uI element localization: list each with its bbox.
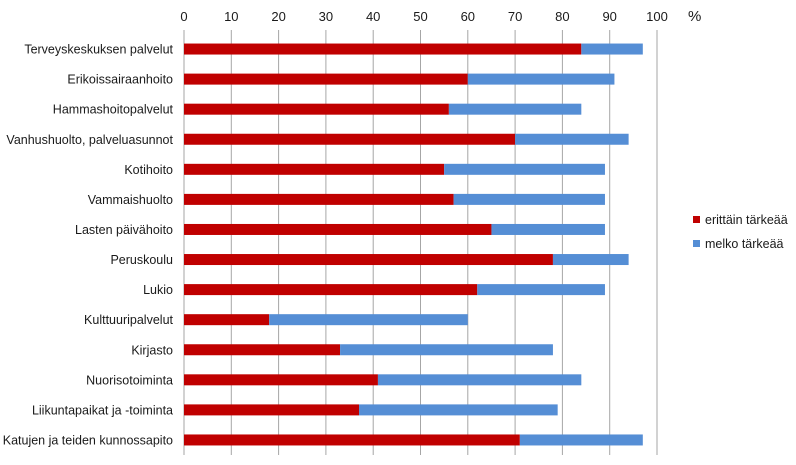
bar-erittain-tarkeaa [184, 133, 516, 145]
bar-melko-tarkeaa [340, 344, 553, 356]
category-label: Kirjasto [131, 343, 173, 357]
x-tick-label: 80 [555, 9, 569, 24]
bar-melko-tarkeaa [448, 103, 582, 115]
x-tick-label: 70 [508, 9, 522, 24]
x-tick-label: 30 [319, 9, 333, 24]
bar-melko-tarkeaa [467, 73, 615, 85]
legend-swatch [693, 216, 700, 223]
x-tick-label: 50 [413, 9, 427, 24]
category-label: Katujen ja teiden kunnossapito [3, 433, 173, 447]
category-label: Peruskoulu [110, 253, 173, 267]
bar-melko-tarkeaa [453, 193, 605, 205]
legend-swatch [693, 240, 700, 247]
bar-melko-tarkeaa [581, 43, 643, 55]
x-axis-ticks: 0 10 20 30 40 50 60 70 80 90 100 [180, 9, 667, 24]
bar-melko-tarkeaa [519, 434, 643, 446]
legend-label: erittäin tärkeää [705, 213, 788, 227]
category-label: Erikoissairaanhoito [67, 73, 173, 87]
category-label: Hammashoitopalvelut [53, 103, 174, 117]
bar-melko-tarkeaa [515, 133, 629, 145]
gridlines [183, 30, 658, 455]
x-tick-label: 0 [180, 9, 187, 24]
bar-melko-tarkeaa [377, 374, 582, 386]
bars [184, 43, 643, 446]
category-labels: Terveyskeskuksen palvelut Erikoissairaanh… [3, 43, 174, 448]
bar-erittain-tarkeaa [184, 374, 378, 386]
legend-label: melko tärkeää [705, 237, 784, 251]
bar-erittain-tarkeaa [184, 73, 468, 85]
x-tick-label: 40 [366, 9, 380, 24]
bar-melko-tarkeaa [552, 254, 629, 266]
bar-erittain-tarkeaa [184, 163, 445, 175]
category-label: Liikuntapaikat ja -toiminta [32, 403, 173, 417]
bar-melko-tarkeaa [269, 314, 468, 326]
bar-melko-tarkeaa [491, 223, 605, 235]
category-label: Vammaishuolto [88, 193, 173, 207]
category-label: Lasten päivähoito [75, 223, 173, 237]
x-tick-label: 60 [461, 9, 475, 24]
bar-erittain-tarkeaa [184, 314, 270, 326]
x-tick-label: 10 [224, 9, 238, 24]
bar-erittain-tarkeaa [184, 103, 449, 115]
bar-erittain-tarkeaa [184, 404, 360, 416]
bar-melko-tarkeaa [359, 404, 558, 416]
bar-melko-tarkeaa [444, 163, 605, 175]
category-label: Kulttuuripalvelut [84, 313, 173, 327]
x-tick-label: 100 [646, 9, 668, 24]
bar-erittain-tarkeaa [184, 193, 454, 205]
bar-erittain-tarkeaa [184, 434, 520, 446]
category-label: Vanhushuolto, palveluasunnot [6, 133, 173, 147]
category-label: Terveyskeskuksen palvelut [24, 43, 173, 57]
bar-melko-tarkeaa [477, 284, 605, 296]
bar-erittain-tarkeaa [184, 43, 582, 55]
category-label: Kotihoito [124, 163, 173, 177]
category-label: Lukio [143, 283, 173, 297]
legend: erittäin tärkeää melko tärkeää [693, 213, 788, 251]
unit-label: % [688, 8, 701, 25]
bar-erittain-tarkeaa [184, 254, 553, 266]
x-tick-label: 20 [271, 9, 285, 24]
bar-erittain-tarkeaa [184, 223, 492, 235]
category-label: Nuorisotoiminta [86, 373, 173, 387]
x-tick-label: 90 [602, 9, 616, 24]
bar-erittain-tarkeaa [184, 344, 341, 356]
bar-erittain-tarkeaa [184, 284, 478, 296]
